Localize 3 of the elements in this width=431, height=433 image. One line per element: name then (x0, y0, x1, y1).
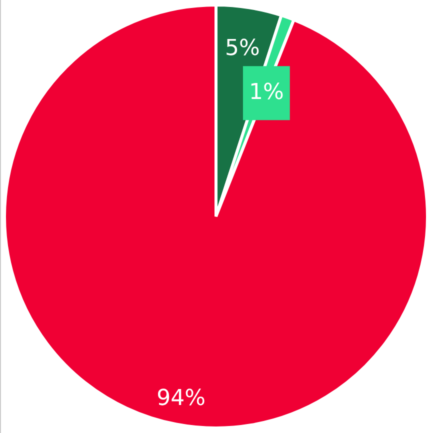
data-label: 94% (156, 386, 206, 412)
data-label: 1% (248, 80, 284, 105)
data-label: 5% (225, 36, 260, 62)
